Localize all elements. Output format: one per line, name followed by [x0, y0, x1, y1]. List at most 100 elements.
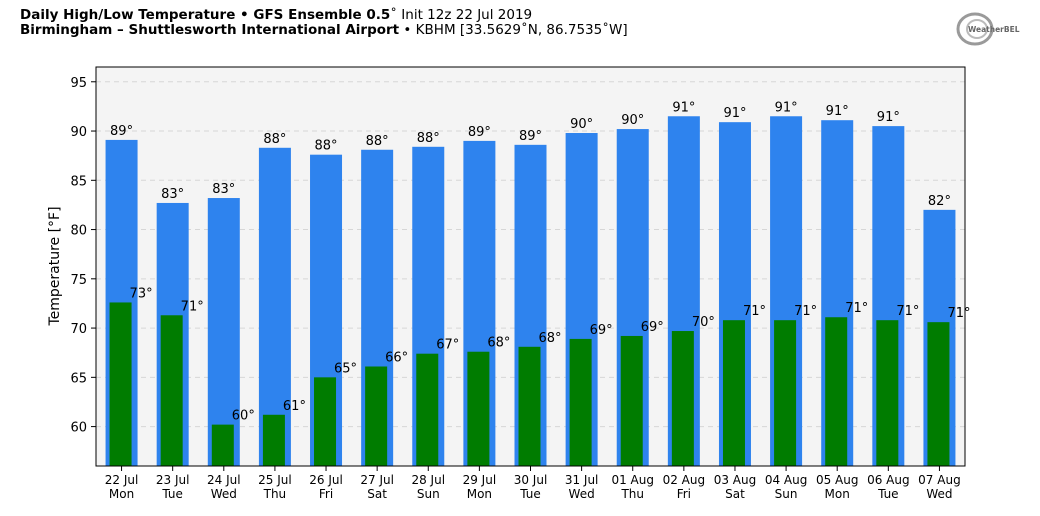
high-value-label: 91° [877, 110, 900, 125]
high-bar [258, 147, 291, 466]
y-tick-label: 70 [70, 322, 87, 337]
low-bar [518, 346, 541, 466]
y-tick-label: 80 [70, 224, 87, 239]
low-bar [416, 353, 439, 466]
y-tick-label: 85 [70, 174, 87, 189]
high-value-label: 89° [110, 124, 133, 139]
high-value-label: 88° [417, 131, 440, 146]
weatherbell-logo: WeatherBELL [956, 12, 1020, 46]
x-tick-day: Wed [569, 487, 595, 501]
low-value-label: 73° [130, 286, 153, 301]
x-tick-date: 05 Aug [816, 473, 859, 487]
title-line: Daily High/Low Temperature • GFS Ensembl… [20, 8, 628, 23]
low-bar [211, 424, 234, 466]
low-value-label: 71° [896, 304, 919, 319]
y-tick-label: 75 [70, 273, 87, 288]
low-value-label: 71° [181, 299, 204, 314]
low-bar [774, 320, 797, 466]
x-tick-day: Wed [926, 487, 952, 501]
low-value-label: 68° [539, 331, 562, 346]
title-bold: Daily High/Low Temperature • GFS Ensembl… [20, 7, 391, 23]
low-value-label: 68° [487, 336, 510, 351]
logo-swirl-inner [966, 19, 988, 39]
x-tick-day: Mon [109, 487, 134, 501]
x-tick-date: 30 Jul [514, 473, 548, 487]
low-value-label: 71° [743, 304, 766, 319]
high-value-label: 89° [468, 125, 491, 140]
low-value-label: 67° [436, 338, 459, 353]
x-tick-day: Sun [775, 487, 798, 501]
subtitle-line: Birmingham – Shuttlesworth International… [20, 23, 628, 38]
low-value-label: 69° [641, 320, 664, 335]
high-value-label: 88° [315, 139, 338, 154]
high-value-label: 82° [928, 194, 951, 209]
station-name: Birmingham – Shuttlesworth International… [20, 22, 400, 38]
x-tick-date: 25 Jul [258, 473, 292, 487]
high-value-label: 91° [672, 100, 695, 115]
x-tick-day: Tue [877, 487, 899, 501]
high-value-label: 90° [621, 113, 644, 128]
low-bar [262, 414, 285, 466]
low-bar [467, 351, 490, 466]
low-value-label: 66° [385, 350, 408, 365]
low-value-label: 70° [692, 315, 715, 330]
logo-text: WeatherBELL [968, 25, 1020, 34]
x-tick-date: 22 Jul [105, 473, 139, 487]
logo-swirl-outer [956, 12, 994, 46]
x-tick-date: 28 Jul [411, 473, 445, 487]
high-value-label: 88° [263, 132, 286, 147]
low-bar [671, 331, 694, 466]
low-bar [160, 315, 183, 466]
low-value-label: 60° [232, 409, 255, 424]
low-bar [825, 317, 848, 466]
station-coords: • KBHM [33.5629˚N, 86.7535˚W] [399, 22, 628, 38]
x-tick-day: Wed [211, 487, 237, 501]
y-tick-label: 90 [70, 125, 87, 140]
title-init: Init 12z 22 Jul 2019 [397, 7, 533, 23]
x-tick-day: Thu [263, 487, 287, 501]
low-value-label: 69° [590, 323, 613, 338]
low-value-label: 71° [794, 304, 817, 319]
x-tick-day: Thu [620, 487, 644, 501]
high-value-label: 91° [826, 104, 849, 119]
low-bar [314, 377, 337, 466]
x-tick-day: Mon [467, 487, 492, 501]
x-tick-day: Tue [519, 487, 541, 501]
x-tick-date: 24 Jul [207, 473, 241, 487]
x-tick-date: 02 Aug [663, 473, 706, 487]
low-value-label: 71° [947, 306, 970, 321]
y-tick-label: 60 [70, 421, 87, 436]
x-tick-day: Sat [367, 487, 387, 501]
x-tick-date: 01 Aug [611, 473, 654, 487]
chart-header: Daily High/Low Temperature • GFS Ensembl… [20, 8, 628, 38]
low-bar [927, 322, 950, 466]
high-value-label: 91° [723, 106, 746, 121]
x-tick-day: Fri [319, 487, 333, 501]
x-tick-day: Tue [161, 487, 183, 501]
low-value-label: 71° [845, 301, 868, 316]
y-tick-label: 65 [70, 371, 87, 386]
x-tick-date: 26 Jul [309, 473, 343, 487]
low-bar [876, 320, 899, 466]
x-tick-date: 04 Aug [765, 473, 808, 487]
high-value-label: 88° [366, 134, 389, 149]
x-tick-date: 03 Aug [714, 473, 757, 487]
high-value-label: 83° [212, 182, 235, 197]
x-tick-date: 27 Jul [360, 473, 394, 487]
low-value-label: 65° [334, 361, 357, 376]
high-value-label: 89° [519, 129, 542, 144]
low-value-label: 61° [283, 399, 306, 414]
x-tick-date: 06 Aug [867, 473, 910, 487]
high-value-label: 83° [161, 187, 184, 202]
high-bar [207, 198, 240, 466]
y-axis-label: Temperature [°F] [47, 206, 63, 326]
title-degree: ˚ [390, 7, 398, 23]
low-bar [109, 302, 132, 466]
x-tick-date: 23 Jul [156, 473, 190, 487]
x-tick-day: Fri [677, 487, 691, 501]
x-tick-date: 31 Jul [565, 473, 599, 487]
x-tick-date: 29 Jul [463, 473, 497, 487]
plot-frame [95, 66, 966, 467]
high-value-label: 90° [570, 117, 593, 132]
